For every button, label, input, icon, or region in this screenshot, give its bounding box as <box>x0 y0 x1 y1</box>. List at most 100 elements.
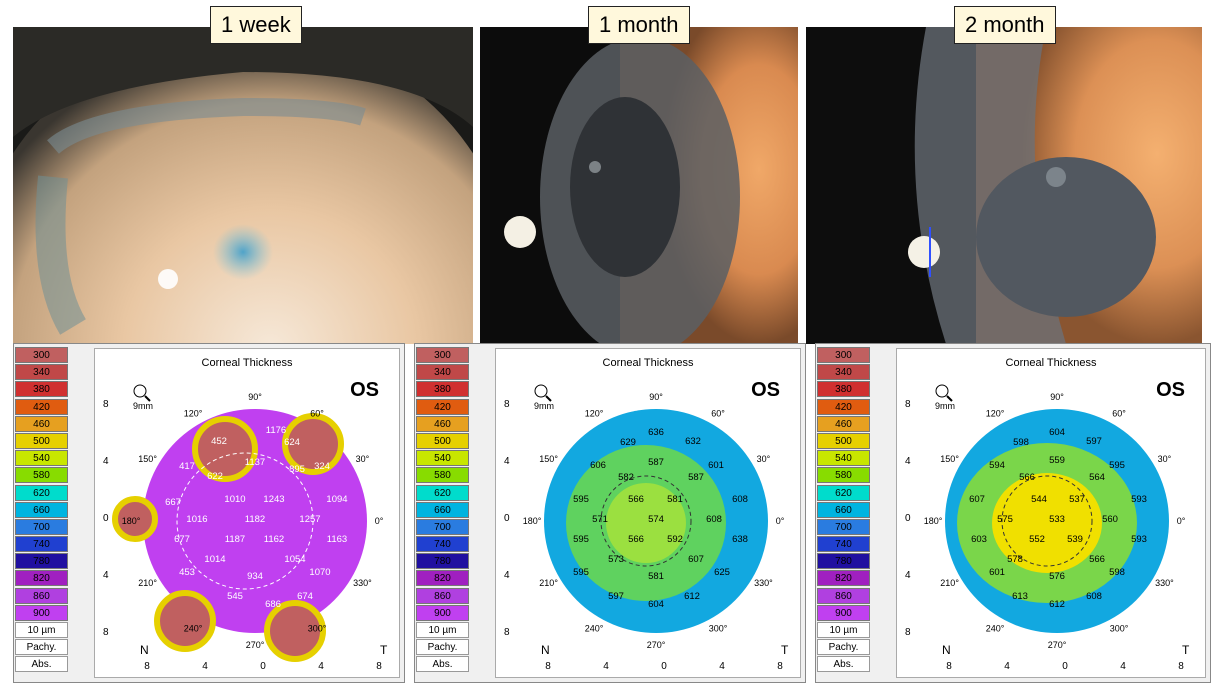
thickness-value: 624 <box>284 437 300 448</box>
legend-swatch: 780 <box>817 553 870 570</box>
angle-label: 330° <box>353 578 372 588</box>
timepoint-label-1-week: 1 week <box>210 6 302 44</box>
angle-label: 180° <box>122 516 141 526</box>
angle-label: 300° <box>1110 623 1129 633</box>
legend-swatch: 540 <box>817 450 870 467</box>
thickness-value: 1243 <box>263 494 284 505</box>
angle-label: 180° <box>523 516 542 526</box>
thickness-value: 1163 <box>327 534 347 545</box>
zoom-icon-handle <box>946 395 953 402</box>
legend-swatch: 700 <box>15 518 68 535</box>
legend-swatch: 420 <box>15 398 68 415</box>
thickness-value: 593 <box>1131 534 1147 545</box>
y-tick-label: 8 <box>504 399 510 410</box>
nasal-label: N <box>942 643 951 657</box>
legend-swatch: 500 <box>416 432 469 449</box>
legend-swatch: 900 <box>817 604 870 621</box>
legend-swatch: 580 <box>15 467 68 484</box>
legend-swatch: 660 <box>817 501 870 518</box>
slit-lamp-photo-1-week <box>13 27 473 344</box>
thickness-value: 587 <box>688 472 704 483</box>
angle-label: 150° <box>539 454 558 464</box>
thickness-value: 612 <box>1049 599 1065 610</box>
y-tick-label: 4 <box>504 456 510 467</box>
eye-label: OS <box>350 379 379 401</box>
legend-swatch: 540 <box>416 450 469 467</box>
thickness-value: 566 <box>628 494 644 505</box>
legend-swatch: 380 <box>817 381 870 398</box>
pupil-circle <box>1001 475 1093 567</box>
zoom-icon[interactable] <box>935 384 949 398</box>
angle-label: 240° <box>986 623 1005 633</box>
map-area: Corneal Thickness OS 9mm 90° 60° 30° 0° 330° 300… <box>896 348 1206 678</box>
zoom-icon[interactable] <box>534 384 548 398</box>
legend-swatch: 700 <box>416 518 469 535</box>
x-tick-label: 8 <box>545 661 551 672</box>
legend-pachy-label: Pachy. <box>416 639 469 655</box>
angle-label: 0° <box>375 516 384 526</box>
thickness-value: 552 <box>1029 534 1045 545</box>
thickness-value: 608 <box>1086 591 1102 602</box>
angle-label: 180° <box>924 516 943 526</box>
legend-step-label: 10 µm <box>416 622 469 638</box>
legend-swatch: 380 <box>416 381 469 398</box>
legend-swatch: 540 <box>15 450 68 467</box>
thickness-value: 566 <box>1089 554 1105 565</box>
zoom-icon[interactable] <box>133 384 147 398</box>
zoom-icon-handle <box>545 395 552 402</box>
angle-label: 300° <box>308 623 327 633</box>
map-title: Corneal Thickness <box>602 357 694 369</box>
legend-swatch: 620 <box>817 484 870 501</box>
thickness-value: 604 <box>1049 427 1065 438</box>
thickness-value: 1257 <box>299 514 320 525</box>
eye-label: OS <box>1156 379 1185 401</box>
y-tick-label: 8 <box>103 399 109 410</box>
thickness-value: 606 <box>590 460 606 471</box>
thickness-value: 632 <box>685 436 701 447</box>
pachymetry-panel-2-month: 300 340 380 420 460 500 540 580 620 660 700 740 780 8… <box>815 343 1211 683</box>
thickness-value: 667 <box>165 497 181 508</box>
thickness-value: 598 <box>1013 437 1029 448</box>
legend-swatch: 700 <box>817 518 870 535</box>
thickness-value: 581 <box>648 571 664 582</box>
thickness-value: 595 <box>573 534 589 545</box>
thickness-value: 539 <box>1067 534 1083 545</box>
x-tick-label: 4 <box>1120 661 1126 672</box>
thickness-value: 1162 <box>264 534 284 545</box>
x-tick-label: 4 <box>318 661 324 672</box>
angle-label: 30° <box>1158 454 1172 464</box>
thickness-value: 597 <box>608 591 624 602</box>
slit-lamp-photo-2-month <box>806 27 1202 344</box>
thickness-value: 601 <box>708 460 724 471</box>
thickness-value: 576 <box>1049 571 1065 582</box>
legend-swatch: 780 <box>15 553 68 570</box>
thin-zone <box>112 496 158 542</box>
angle-label: 300° <box>709 623 728 633</box>
thickness-value: 594 <box>989 460 1005 471</box>
angle-label: 240° <box>585 623 604 633</box>
thickness-value: 1094 <box>326 494 347 505</box>
legend-abs-label: Abs. <box>817 656 870 672</box>
legend-swatch: 460 <box>817 415 870 432</box>
legend-swatch: 740 <box>416 536 469 553</box>
thickness-value: 593 <box>1131 494 1147 505</box>
thickness-value: 612 <box>684 591 700 602</box>
thickness-value: 595 <box>573 494 589 505</box>
legend-swatch: 620 <box>416 484 469 501</box>
slit-lamp-photo-1-month <box>480 27 798 344</box>
thickness-value: 686 <box>265 599 281 610</box>
y-tick-label: 8 <box>103 627 109 638</box>
thickness-value: 566 <box>628 534 644 545</box>
thin-zone <box>264 600 326 662</box>
x-tick-label: 8 <box>946 661 952 672</box>
x-tick-label: 4 <box>719 661 725 672</box>
angle-label: 120° <box>184 409 203 419</box>
zoom-label: 9mm <box>133 401 153 411</box>
thickness-value: 598 <box>1109 567 1125 578</box>
thickness-value: 1010 <box>224 494 245 505</box>
map-area: Corneal Thickness OS 9mm 90° 60° 30° 0° 330° 300… <box>495 348 801 678</box>
thickness-value: 587 <box>648 457 664 468</box>
thickness-value: 608 <box>706 514 722 525</box>
legend-swatch: 740 <box>15 536 68 553</box>
thickness-value: 934 <box>247 571 263 582</box>
